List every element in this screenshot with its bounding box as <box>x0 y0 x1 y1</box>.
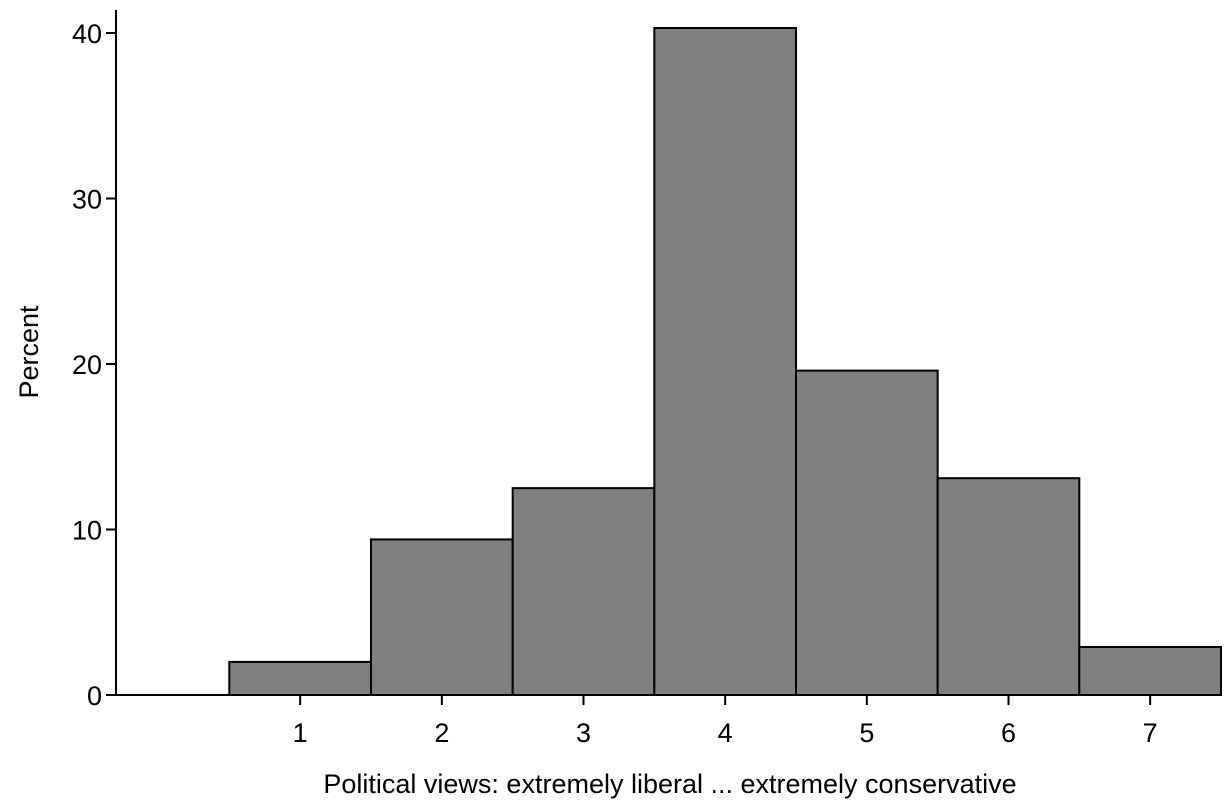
y-tick-label-20: 20 <box>72 350 102 380</box>
y-tick-label-30: 30 <box>72 185 102 215</box>
y-ticks-group: 0 10 20 30 40 <box>72 19 116 711</box>
y-tick-label-40: 40 <box>72 19 102 49</box>
bar-4 <box>653 27 797 697</box>
x-ticks-group: 1 2 3 4 5 6 7 <box>293 695 1158 748</box>
x-tick-label-7: 7 <box>1143 718 1158 748</box>
bar-7 <box>1078 646 1223 697</box>
x-tick-label-6: 6 <box>1001 718 1016 748</box>
x-tick-label-3: 3 <box>576 718 591 748</box>
bar-6 <box>936 477 1081 696</box>
bars-group <box>228 27 1223 697</box>
y-axis-title: Percent <box>14 305 44 399</box>
bar-3 <box>511 487 656 696</box>
x-tick-label-1: 1 <box>293 718 308 748</box>
y-tick-label-10: 10 <box>72 516 102 546</box>
bar-1 <box>228 660 372 697</box>
x-tick-label-4: 4 <box>718 718 733 748</box>
x-tick-label-5: 5 <box>859 718 874 748</box>
x-axis-title: Political views: extremely liberal ... e… <box>323 769 1016 799</box>
y-tick-label-0: 0 <box>87 681 102 711</box>
bar-2 <box>370 538 514 696</box>
x-tick-label-2: 2 <box>434 718 449 748</box>
bar-5 <box>795 369 939 696</box>
